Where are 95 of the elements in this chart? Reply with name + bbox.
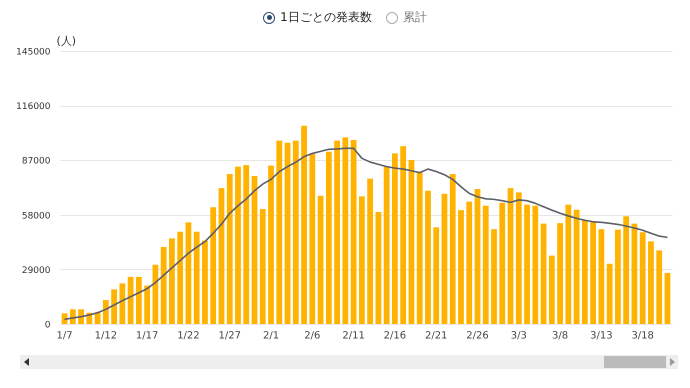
bar [318,196,324,324]
bar [392,153,398,324]
bar [276,140,282,324]
bar [260,208,266,324]
bar [482,206,489,324]
bar [202,240,208,324]
y-axis-title: (人) [56,34,76,48]
bar [342,137,348,324]
bar [384,166,390,324]
bar [350,140,356,324]
bar [466,202,472,324]
x-tick-label: 3/13 [590,330,613,342]
bar [177,232,184,324]
bar [598,229,604,324]
bar [450,174,456,324]
y-tick-label: 0 [44,320,51,330]
bar [416,172,423,324]
bar [656,250,662,324]
bar [474,189,480,324]
y-tick-label: 58000 [22,211,51,222]
bar [144,286,150,324]
y-tick-label: 87000 [22,156,51,167]
bar [268,166,274,324]
bar [433,227,440,324]
bar [524,204,530,324]
bar [640,232,646,324]
y-tick-label: 29000 [22,266,51,276]
line-series [64,148,668,320]
bar [169,238,175,324]
bar [252,176,258,324]
bar [218,188,224,324]
bar [499,202,506,324]
bar [235,166,241,324]
bar [565,204,572,324]
bar [516,192,522,324]
bar [425,190,431,324]
bar [540,224,546,324]
x-tick-label: 2/11 [342,330,365,342]
x-tick-label: 3/3 [510,330,527,342]
x-tick-label: 1/22 [177,330,200,342]
bar [532,206,538,324]
text: 1日ごとの発表数 [280,9,372,26]
bar [408,160,414,324]
x-tick-label: 2/1 [262,330,280,342]
bar [590,221,596,324]
bar [152,264,158,324]
bar [632,224,638,324]
bar [119,283,126,324]
bar [226,174,233,324]
x-tick-label: 1/12 [94,330,118,342]
bar [376,212,382,324]
x-tick-label: 2/26 [466,330,489,342]
bar [623,216,630,324]
x-tick-label: 1/27 [218,330,241,342]
bar [111,289,117,324]
x-tick-label: 1/17 [136,330,158,342]
bar [309,154,316,324]
x-tick-label: 3/8 [552,330,568,342]
bar [442,194,448,324]
y-tick-label: 145000 [16,48,51,58]
bar [358,196,365,324]
bar [210,207,216,324]
bar [648,241,654,324]
bar [160,246,167,324]
bar [301,126,307,324]
x-tick-label: 3/18 [631,330,654,342]
bar [128,276,134,324]
bar [491,229,497,324]
text: 累計 [402,9,427,26]
bar [186,222,192,324]
y-tick-label: 116000 [16,102,51,112]
bar [94,312,100,324]
bar [582,220,588,324]
bar [664,272,670,324]
bar [615,230,621,324]
bar [326,152,332,324]
bar [194,232,200,324]
x-tick-label: 2/16 [384,330,406,342]
bar [243,165,250,324]
bar [62,313,68,324]
bar [557,223,563,324]
bar [334,140,340,324]
x-tick-label: 2/21 [424,330,448,342]
bar [284,142,290,324]
bar [574,210,580,324]
bar [458,210,464,324]
bar [548,256,555,324]
x-tick-label: 2/6 [304,330,320,342]
bar [367,178,374,324]
bar [508,188,514,324]
bar [400,146,406,324]
bar [136,276,142,324]
x-tick-label: 1/7 [56,330,73,342]
bar [292,140,299,324]
bar [606,264,613,324]
